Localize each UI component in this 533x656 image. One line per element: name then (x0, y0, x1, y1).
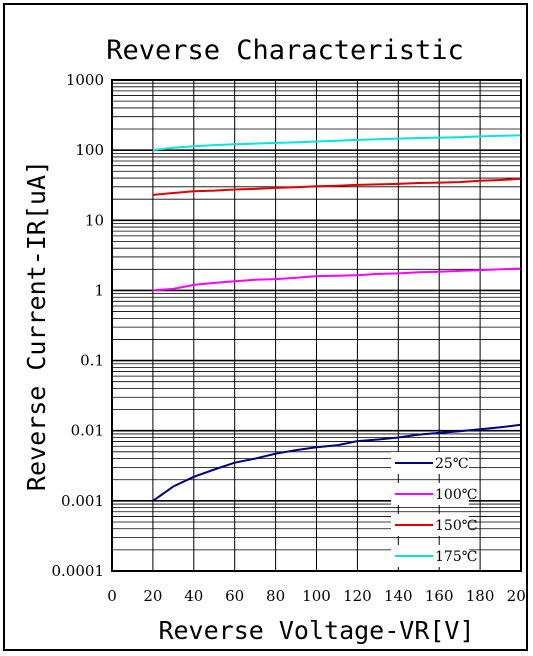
legend-label: 150℃ (435, 518, 477, 534)
plot-border (111, 79, 522, 572)
legend-label: 25℃ (435, 456, 468, 472)
grid (111, 80, 522, 572)
y-tick-labels: 1000 100 10 1 0.1 0.01 0.001 0.0001 (52, 71, 105, 580)
legend-label: 175℃ (435, 549, 477, 565)
x-axis-label: Reverse Voltage-VR[V] (158, 616, 474, 645)
x-tick-labels: 0 20 40 60 80 100 120 140 160 180 200 (107, 587, 526, 605)
y-tick-label: 1 (94, 281, 104, 299)
reverse-characteristic-chart: Reverse Characteristic 10001001010.10.01… (22, 35, 526, 645)
x-tick-label: 200 (507, 587, 526, 605)
legend-label: 100℃ (435, 487, 477, 503)
x-tick-label: 160 (425, 587, 454, 605)
x-tick-label: 100 (302, 587, 331, 605)
x-tick-label: 0 (107, 587, 117, 605)
y-tick-label: 1000 (66, 71, 104, 89)
series-line-1 (152, 267, 522, 292)
x-tick-label: 20 (143, 587, 162, 605)
y-tick-label: 0.001 (61, 492, 104, 510)
chart-frame: Reverse Characteristic 1000 100 10 1 0.1 0.01… (3, 3, 528, 651)
x-tick-label: 120 (343, 587, 372, 605)
x-tick-label: 180 (466, 587, 495, 605)
x-tick-label: 80 (266, 587, 285, 605)
legend: 25℃ 100℃ 150℃ 175℃ (391, 452, 477, 567)
x-tick-label: 40 (184, 587, 203, 605)
series-line-2 (152, 177, 522, 196)
y-tick-label: 0.01 (71, 422, 104, 440)
chart-title: Reverse Characteristic (106, 35, 464, 66)
x-tick-label: 60 (225, 587, 244, 605)
series-line-3 (152, 134, 522, 152)
y-tick-label: 0.1 (80, 352, 104, 370)
y-tick-label: 10 (85, 211, 104, 229)
y-axis-label: Reverse Current-IR[uA] (22, 160, 51, 491)
series-lines (152, 134, 522, 502)
y-tick-label: 100 (75, 141, 104, 159)
series-line-0 (152, 423, 522, 502)
x-tick-label: 140 (384, 587, 413, 605)
y-tick-label: 0.0001 (52, 562, 105, 580)
